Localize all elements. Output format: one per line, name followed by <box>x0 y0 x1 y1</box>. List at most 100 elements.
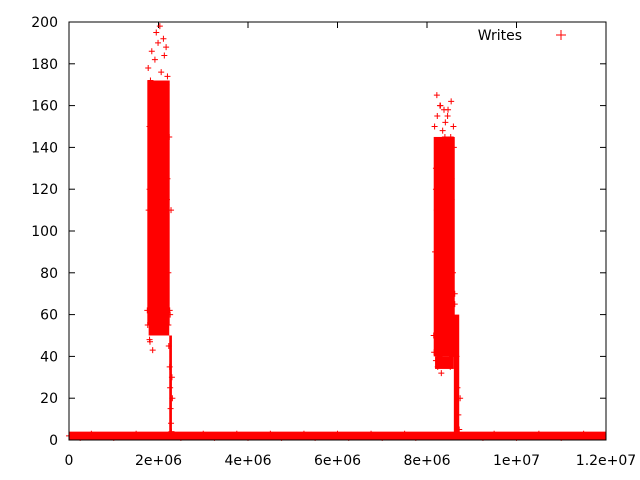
data-point <box>443 357 450 364</box>
data-point <box>200 430 207 437</box>
data-point <box>152 301 159 308</box>
data-point <box>148 253 155 260</box>
y-tick-label: 120 <box>31 182 58 198</box>
data-point <box>445 349 452 356</box>
legend: Writes <box>478 28 566 44</box>
data-point <box>166 363 173 370</box>
data-point <box>133 430 140 437</box>
data-point <box>453 353 460 360</box>
data-point <box>154 186 161 193</box>
data-point <box>147 77 154 84</box>
data-point <box>431 123 438 130</box>
data-point <box>524 432 531 439</box>
data-point <box>153 144 160 151</box>
data-point <box>438 370 445 377</box>
y-tick-label: 80 <box>40 266 58 282</box>
data-point <box>147 290 154 297</box>
data-point <box>162 248 169 255</box>
data-point <box>444 238 451 245</box>
data-point <box>150 165 157 172</box>
data-point <box>401 430 408 437</box>
data-point <box>222 432 229 439</box>
data-point <box>151 328 158 335</box>
legend-marker-plus <box>556 30 566 40</box>
data-point <box>447 322 454 329</box>
y-tick-label: 0 <box>49 433 58 449</box>
data-point <box>451 290 458 297</box>
data-point <box>163 44 170 51</box>
plot-frame <box>68 21 607 441</box>
data-point <box>158 69 165 76</box>
data-point <box>144 322 151 329</box>
data-point <box>160 35 167 42</box>
data-point <box>437 165 444 172</box>
data-point <box>450 144 457 151</box>
dense-band <box>147 80 170 326</box>
data-point <box>441 259 448 266</box>
data-point <box>591 432 598 439</box>
y-tick-label: 60 <box>40 308 58 324</box>
data-point <box>439 175 446 182</box>
data-point <box>167 405 174 412</box>
data-point <box>434 363 441 370</box>
x-tick-label: 2e+06 <box>135 453 182 469</box>
y-tick-label: 40 <box>40 349 58 365</box>
data-point <box>166 307 173 314</box>
data-point <box>436 353 443 360</box>
data-point <box>449 269 456 276</box>
data-point <box>448 98 455 105</box>
y-tick-label: 200 <box>31 15 58 31</box>
data-point <box>164 196 171 203</box>
points-layer <box>66 23 605 441</box>
data-point <box>168 207 175 214</box>
data-point <box>432 357 439 364</box>
data-point <box>145 64 152 71</box>
data-point <box>155 85 162 92</box>
data-point <box>456 426 463 433</box>
data-point <box>88 430 95 437</box>
data-point <box>432 186 439 193</box>
data-point <box>368 430 375 437</box>
data-point <box>502 432 509 439</box>
data-point <box>491 430 498 437</box>
data-point <box>165 342 172 349</box>
data-point <box>457 395 464 402</box>
data-point <box>163 313 170 320</box>
data-point <box>153 123 160 130</box>
data-point <box>157 113 164 120</box>
data-point <box>146 123 153 130</box>
data-point <box>121 432 128 439</box>
data-point <box>160 154 167 161</box>
data-point <box>256 432 263 439</box>
data-point <box>165 322 172 329</box>
data-point <box>156 23 163 30</box>
ticks-layer: 0 2e+06 4e+06 6e+06 8e+06 1e+07 1.2e+07 0 20 40 60… <box>31 15 636 469</box>
data-point <box>464 432 471 439</box>
data-point <box>169 395 176 402</box>
data-point <box>356 432 363 439</box>
data-point <box>323 432 330 439</box>
data-point <box>424 432 430 439</box>
y-tick-label: 180 <box>31 57 58 73</box>
data-point <box>151 238 158 245</box>
data-point <box>150 232 157 239</box>
data-point <box>435 290 442 297</box>
legend-label: Writes <box>478 28 522 44</box>
data-point <box>161 294 168 301</box>
data-point <box>441 345 448 352</box>
data-point <box>455 411 462 418</box>
data-point <box>436 144 443 151</box>
data-point <box>441 196 448 203</box>
data-point <box>163 81 170 88</box>
data-point <box>569 432 576 439</box>
data-point <box>146 338 153 345</box>
data-point <box>450 342 457 349</box>
data-point <box>158 307 165 314</box>
data-point <box>598 432 605 439</box>
data-point <box>233 430 240 437</box>
data-point <box>161 52 168 59</box>
data-point <box>151 92 158 99</box>
data-point <box>434 113 441 120</box>
data-point <box>439 253 446 260</box>
data-point <box>454 384 461 391</box>
